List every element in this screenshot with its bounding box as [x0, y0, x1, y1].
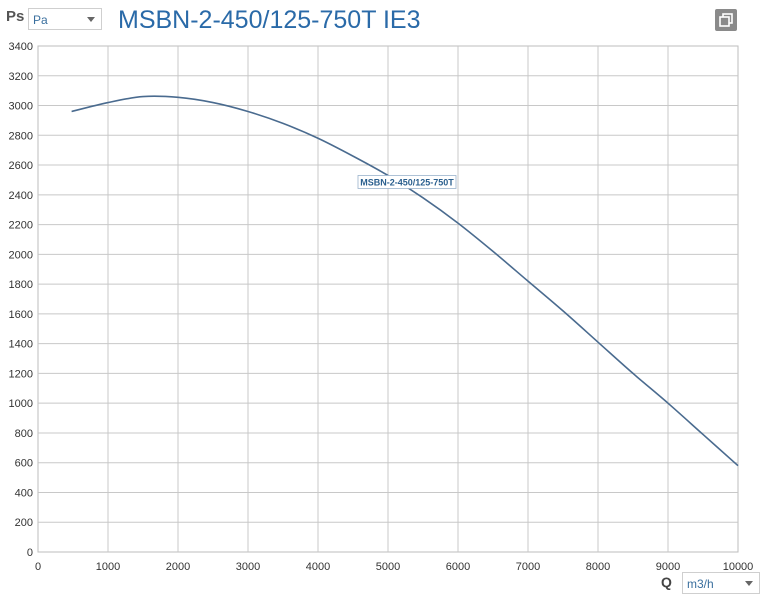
- y-tick-label: 2000: [9, 249, 33, 261]
- y-tick-label: 800: [15, 428, 33, 440]
- x-tick-label: 0: [35, 561, 41, 573]
- y-tick-label: 1200: [9, 368, 33, 380]
- y-tick-label: 400: [15, 487, 33, 499]
- x-axis-ticks: 0 1000 2000 3000 4000 5000 6000 7000 8000 9000 100…: [35, 561, 753, 573]
- y-tick-label: 1400: [9, 339, 33, 351]
- y-tick-label: 3000: [9, 101, 33, 113]
- y-tick-label: 1600: [9, 309, 33, 321]
- chart-title: MSBN-2-450/125-750T IE3: [118, 6, 421, 34]
- flow-unit-value: m3/h: [687, 577, 714, 591]
- pressure-unit-value: Pa: [33, 13, 48, 27]
- y-axis-ticks: 0 200 400 600 800 1000 1200 1400 1600 1800 2000 220…: [9, 41, 33, 559]
- y-tick-label: 0: [27, 547, 33, 559]
- x-tick-label: 4000: [306, 561, 330, 573]
- x-tick-label: 3000: [236, 561, 260, 573]
- y-tick-label: 3200: [9, 71, 33, 83]
- x-tick-label: 1000: [96, 561, 120, 573]
- pressure-unit-select[interactable]: Pa: [28, 8, 102, 30]
- chevron-down-icon: [87, 17, 95, 22]
- copy-button[interactable]: [715, 9, 737, 31]
- series-tag-box: [357, 175, 457, 189]
- series-name-label: MSBN-2-450/125-750T: [360, 177, 454, 187]
- x-tick-label: 7000: [516, 561, 540, 573]
- x-tick-label: 5000: [376, 561, 400, 573]
- chevron-down-icon: [745, 581, 753, 586]
- copy-icon: [719, 13, 733, 27]
- y-axis-label: Ps: [6, 8, 25, 25]
- flow-unit-select[interactable]: m3/h: [682, 572, 760, 594]
- y-tick-label: 2200: [9, 220, 33, 232]
- grid-lines: [38, 46, 738, 552]
- series-group: MSBN-2-450/125-750T: [71, 95, 739, 467]
- x-tick-label: 2000: [166, 561, 190, 573]
- y-tick-label: 2600: [9, 160, 33, 172]
- x-tick-label: 8000: [586, 561, 610, 573]
- x-tick-label: 6000: [446, 561, 470, 573]
- x-tick-label: 9000: [656, 561, 680, 573]
- y-tick-label: 1800: [9, 279, 33, 291]
- y-tick-label: 2800: [9, 130, 33, 142]
- x-tick-label: 10000: [723, 561, 754, 573]
- y-tick-label: 2400: [9, 190, 33, 202]
- x-axis-label: Q: [661, 574, 672, 590]
- y-tick-label: 3400: [9, 41, 33, 53]
- y-tick-label: 1000: [9, 398, 33, 410]
- y-tick-label: 200: [15, 517, 33, 529]
- y-tick-label: 600: [15, 458, 33, 470]
